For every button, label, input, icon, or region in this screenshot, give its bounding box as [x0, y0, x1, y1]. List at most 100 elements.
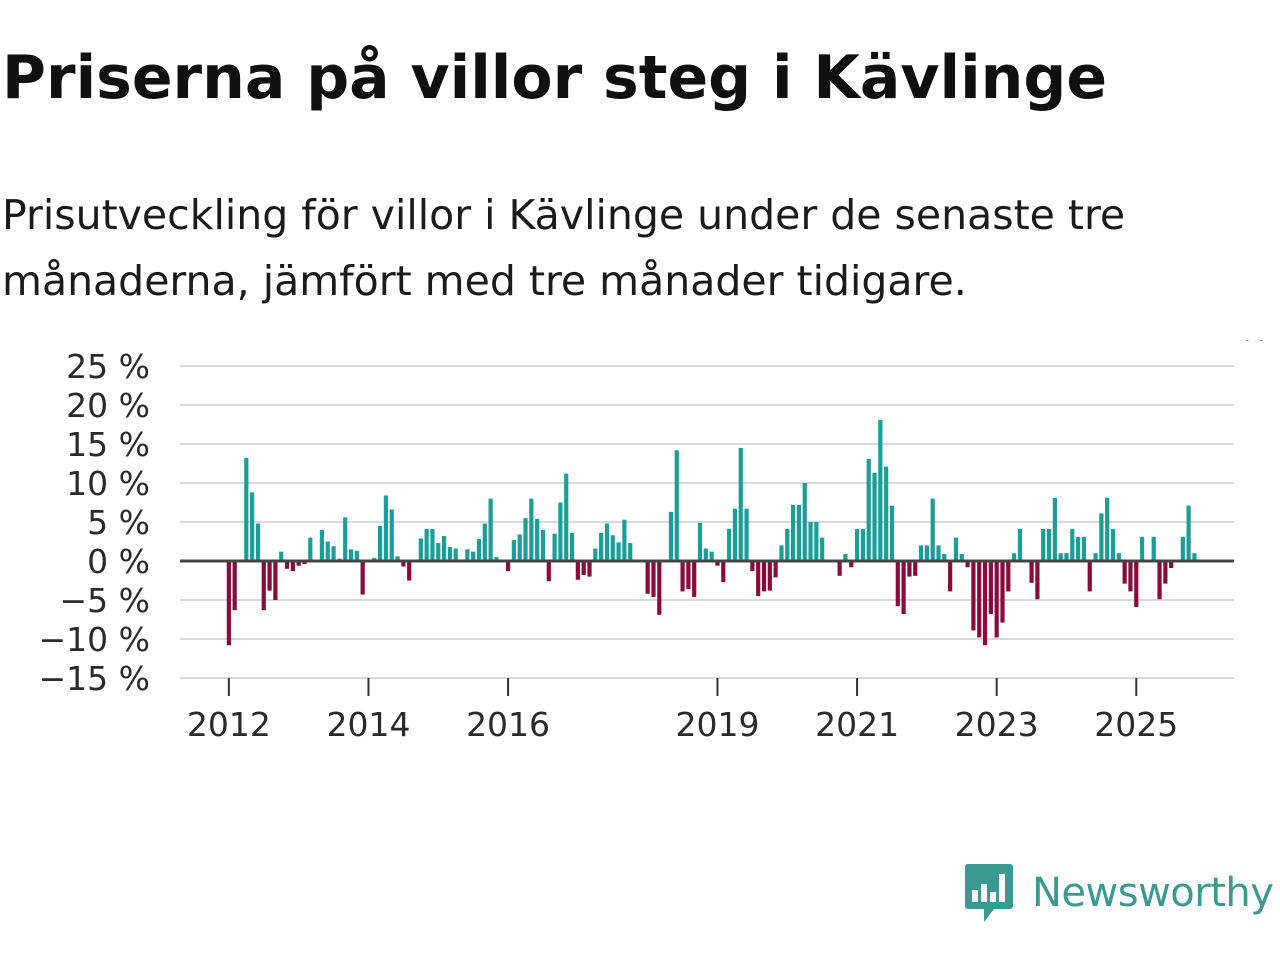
bar — [308, 537, 313, 561]
bar — [558, 502, 563, 561]
bar — [866, 458, 871, 561]
bar — [1099, 513, 1104, 561]
bar — [424, 529, 429, 561]
bar — [1064, 553, 1069, 561]
y-tick-label: −5 % — [60, 581, 151, 620]
bar — [523, 518, 528, 561]
bar — [575, 561, 580, 580]
bar — [802, 483, 807, 561]
bar — [319, 529, 325, 561]
bar — [849, 561, 854, 568]
bar — [773, 561, 778, 578]
bar — [482, 523, 487, 561]
bar — [348, 549, 354, 561]
bar — [1192, 553, 1197, 561]
chart-subtitle: Prisutveckling för villor i Kävlinge und… — [2, 191, 1126, 305]
y-tick-label: 15 % — [66, 425, 150, 464]
bar — [924, 545, 929, 561]
bar — [250, 492, 255, 561]
bar — [354, 550, 359, 561]
bar — [907, 561, 912, 577]
bar — [750, 561, 755, 572]
bar — [1012, 553, 1017, 561]
bar — [1087, 561, 1092, 592]
bar — [1186, 505, 1191, 561]
bar — [761, 561, 767, 592]
bar — [860, 529, 865, 561]
bar — [599, 532, 604, 561]
bar — [820, 537, 825, 561]
bar — [1041, 529, 1046, 561]
y-tick-label: 5 % — [87, 503, 150, 542]
bar — [901, 561, 906, 615]
bar — [302, 561, 307, 565]
bar — [418, 538, 423, 561]
newsworthy-logo: Newsworthy — [964, 862, 1274, 924]
y-tick-label: 20 % — [66, 386, 150, 425]
bar — [837, 561, 842, 576]
chart-title: Priserna på villor steg i Kävlinge — [2, 43, 1108, 113]
bar — [453, 548, 458, 561]
bar — [372, 557, 377, 561]
bar — [878, 419, 883, 561]
bar — [441, 536, 447, 561]
bar — [703, 548, 708, 561]
x-tick-label: 2025 — [1094, 705, 1178, 744]
bar — [273, 561, 278, 600]
bar — [622, 519, 627, 561]
bar — [657, 561, 662, 615]
bar — [697, 522, 703, 561]
bar — [1070, 529, 1075, 561]
bar — [1180, 536, 1185, 561]
bar — [232, 561, 237, 611]
bar — [1058, 553, 1063, 561]
y-tick-label: 0 % — [87, 542, 150, 581]
bar — [1128, 561, 1133, 592]
bar — [610, 535, 615, 561]
bar — [709, 551, 714, 561]
bar — [628, 543, 633, 561]
bar — [378, 525, 383, 561]
bar — [680, 561, 685, 592]
bar — [1110, 529, 1116, 561]
bar — [290, 561, 295, 572]
bar — [692, 561, 697, 597]
bar — [517, 534, 522, 561]
bar — [465, 549, 470, 561]
y-tick-label: −15 % — [39, 659, 151, 698]
bar — [674, 450, 679, 561]
bar — [1093, 553, 1098, 561]
bar — [727, 529, 732, 561]
bar — [447, 546, 452, 561]
bar — [1052, 497, 1057, 561]
bar — [1000, 561, 1005, 623]
bar — [494, 557, 499, 561]
bar — [971, 561, 976, 631]
bar — [1017, 529, 1023, 561]
y-axis-labels: 25 %20 %15 %10 %5 %0 %−5 %−10 %−15 % — [39, 347, 151, 698]
bar — [942, 553, 947, 561]
bar — [1105, 497, 1110, 561]
y-tick-label: 10 % — [66, 464, 150, 503]
bar — [1081, 536, 1087, 561]
bar — [715, 561, 720, 566]
bar — [814, 522, 819, 561]
bar — [668, 511, 674, 561]
bar — [796, 504, 801, 561]
x-tick-label: 2012 — [187, 705, 271, 744]
bar — [569, 532, 575, 561]
bar — [948, 561, 953, 592]
newsworthy-logo-icon — [965, 864, 1013, 922]
bar — [1140, 536, 1145, 561]
bar — [779, 545, 784, 561]
bar — [1157, 561, 1162, 600]
bar — [401, 561, 406, 567]
bar — [593, 548, 598, 561]
bar — [744, 508, 749, 561]
bar — [1046, 529, 1052, 561]
bar — [511, 539, 516, 561]
bar — [918, 545, 924, 561]
bar — [226, 561, 231, 646]
bar — [564, 473, 569, 561]
bar — [884, 466, 889, 561]
